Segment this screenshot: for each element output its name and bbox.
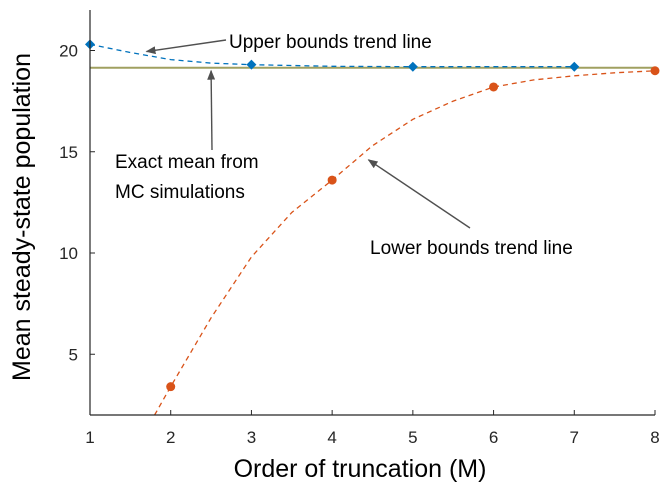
- x-axis-label: Order of truncation (M): [234, 455, 487, 483]
- lower-bound-point: [166, 382, 176, 392]
- lower-bound-point: [650, 66, 660, 76]
- plot-area: [85, 39, 660, 416]
- ticks: 1 2 3 4 5 6 7 8 5 10 15 20: [59, 42, 660, 448]
- annotation-arrow: [145, 39, 227, 55]
- upper-bound-point: [569, 61, 580, 72]
- annotation-upper-bounds: Upper bounds trend line: [229, 32, 432, 53]
- x-tick-label: 4: [327, 428, 336, 447]
- annotation-exact-mean-line2: MC simulations: [115, 182, 245, 203]
- x-tick-label: 1: [85, 428, 94, 447]
- lower-bounds-trend-line: [154, 70, 656, 416]
- y-tick-label: 10: [59, 244, 78, 263]
- lower-bound-point: [489, 82, 499, 92]
- axes: [89, 10, 655, 416]
- upper-bound-point: [407, 61, 418, 72]
- annotation-lower-bounds: Lower bounds trend line: [370, 238, 573, 259]
- y-tick-label: 20: [59, 42, 78, 61]
- x-tick-label: 8: [650, 428, 659, 447]
- annotation-arrow: [367, 159, 471, 229]
- x-tick-label: 6: [489, 428, 498, 447]
- y-tick-label: 5: [69, 345, 78, 364]
- x-tick-label: 7: [570, 428, 579, 447]
- annotations: Upper bounds trend line Exact mean from …: [115, 32, 573, 259]
- x-tick-label: 5: [408, 428, 417, 447]
- x-tick-label: 2: [166, 428, 175, 447]
- x-tick-label: 3: [247, 428, 256, 447]
- lower-bound-point: [327, 175, 337, 185]
- annotation-arrow: [207, 69, 216, 151]
- upper-bound-point: [246, 59, 257, 70]
- y-tick-label: 15: [59, 143, 78, 162]
- annotation-exact-mean-line1: Exact mean from: [115, 152, 259, 173]
- y-axis-label: Mean steady-state population: [8, 53, 36, 381]
